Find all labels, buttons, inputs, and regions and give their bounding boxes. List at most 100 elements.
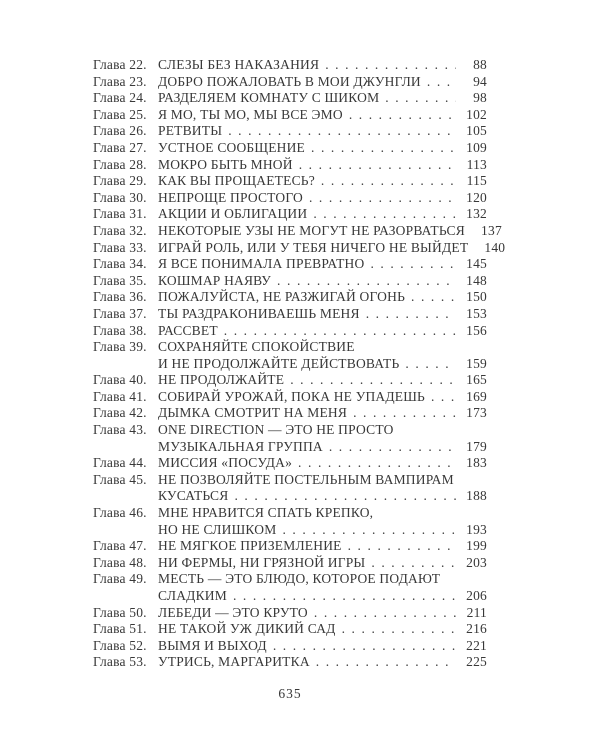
- chapter-page-number: 94: [473, 73, 487, 89]
- toc-entry-line: Глава 46. МНЕ НРАВИТСЯ СПАТЬ КРЕПКО,: [93, 505, 487, 522]
- chapter-title: МЕСТЬ — ЭТО БЛЮДО, КОТОРОЕ ПОДАЮТ: [158, 571, 441, 587]
- chapter-title: Я ВСЕ ПОНИМАЛА ПРЕВРАТНО: [158, 256, 365, 272]
- chapter-page-number: 203: [466, 554, 487, 570]
- chapter-title: УТРИСЬ, МАРГАРИТКА: [158, 654, 310, 670]
- chapter-page-number: 165: [466, 372, 487, 388]
- chapter-label: Глава 32.: [93, 222, 147, 238]
- toc-entry-line: Глава 25. Я МО, ТЫ МО, МЫ ВСЕ ЭМО 102: [93, 107, 487, 124]
- toc-entry-line: Глава 28. МОКРО БЫТЬ МНОЙ 113: [93, 157, 487, 174]
- dot-leader: [282, 522, 456, 539]
- chapter-page-number: 188: [466, 488, 487, 504]
- toc-entry-line: Глава 50. ЛЕБЕДИ — ЭТО КРУТО 211: [93, 605, 487, 622]
- dot-leader: [224, 323, 456, 340]
- toc-entry-line: Глава 38. РАССВЕТ 156: [93, 323, 487, 340]
- chapter-page-number: 140: [484, 239, 506, 255]
- chapter-label: Глава 46.: [93, 505, 147, 521]
- toc-entry-line: Глава 47. НЕ МЯГКОЕ ПРИЗЕМЛЕНИЕ 199: [93, 538, 487, 555]
- dot-leader: [273, 638, 456, 655]
- chapter-page-number: 113: [466, 156, 487, 172]
- chapter-page-number: 148: [466, 272, 487, 288]
- dot-leader: [290, 372, 456, 389]
- chapter-title: КУСАТЬСЯ: [158, 488, 229, 504]
- chapter-label: Глава 50.: [93, 604, 147, 620]
- toc-entry-line: Глава 22. СЛЕЗЫ БЕЗ НАКАЗАНИЯ 88: [93, 57, 487, 74]
- dot-leader: [311, 140, 456, 157]
- chapter-label: Глава 27.: [93, 139, 147, 155]
- chapter-title: НЕ ПРОДОЛЖАЙТЕ: [158, 372, 285, 388]
- toc-entry-line: Глава 34. Я ВСЕ ПОНИМАЛА ПРЕВРАТНО 145: [93, 256, 487, 273]
- chapter-title: РАЗДЕЛЯЕМ КОМНАТУ С ШИКОМ: [158, 90, 380, 106]
- toc-entry-line: Глава 36. ПОЖАЛУЙСТА, НЕ РАЗЖИГАЙ ОГОНЬ 15…: [93, 289, 487, 306]
- dot-leader: [411, 289, 456, 306]
- toc-entry-line: Глава 51. НЕ ТАКОЙ УЖ ДИКИЙ САД 216: [93, 621, 487, 638]
- chapter-page-number: 179: [466, 438, 487, 454]
- toc-entry-line: Глава 27. УСТНОЕ СООБЩЕНИЕ 109: [93, 140, 487, 157]
- chapter-title: СОХРАНЯЙТЕ СПОКОЙСТВИЕ: [158, 339, 355, 355]
- chapter-title: МИССИЯ «ПОСУДА»: [158, 455, 293, 471]
- dot-leader: [349, 107, 456, 124]
- chapter-title: КОШМАР НАЯВУ: [158, 272, 272, 288]
- chapter-label: Глава 42.: [93, 405, 147, 421]
- toc-entry-line: Глава 53. УТРИСЬ, МАРГАРИТКА 225: [93, 654, 487, 671]
- chapter-label: Глава 28.: [93, 156, 147, 172]
- chapter-page-number: 109: [466, 139, 487, 155]
- chapter-page-number: 150: [466, 289, 487, 305]
- dot-leader: [329, 439, 456, 456]
- chapter-page-number: 193: [466, 521, 487, 537]
- toc-entry-line: Глава 42. ДЫМКА СМОТРИТ НА МЕНЯ 173: [93, 405, 487, 422]
- chapter-label: Глава 53.: [93, 654, 147, 670]
- chapter-label: Глава 47.: [93, 538, 147, 554]
- toc-entry-line: Глава 44. МИССИЯ «ПОСУДА» 183: [93, 455, 487, 472]
- chapter-label: Глава 49.: [93, 571, 147, 587]
- chapter-page-number: 102: [466, 106, 487, 122]
- chapter-title: ИГРАЙ РОЛЬ, ИЛИ У ТЕБЯ НИЧЕГО НЕ ВЫЙДЕТ: [158, 239, 469, 255]
- toc-entry-line: Глава 52. ВЫМЯ И ВЫХОД 221: [93, 638, 487, 655]
- chapter-label: Глава 30.: [93, 189, 147, 205]
- chapter-page-number: 137: [481, 222, 502, 238]
- chapter-title: РЕТВИТЫ: [158, 123, 223, 139]
- chapter-label: Глава 24.: [93, 90, 147, 106]
- chapter-title: НИ ФЕРМЫ, НИ ГРЯЗНОЙ ИГРЫ: [158, 554, 366, 570]
- chapter-page-number: 159: [466, 355, 487, 371]
- dot-leader: [348, 538, 456, 555]
- dot-leader: [321, 173, 456, 190]
- chapter-page-number: 132: [466, 206, 487, 222]
- dot-leader: [228, 123, 456, 140]
- chapter-label: Глава 38.: [93, 322, 147, 338]
- chapter-page-number: 225: [466, 654, 487, 670]
- chapter-label: Глава 31.: [93, 206, 147, 222]
- toc-entry-line: Глава 32. НЕКОТОРЫЕ УЗЫ НЕ МОГУТ НЕ РАЗОР…: [93, 222, 502, 240]
- chapter-title: СОБИРАЙ УРОЖАЙ, ПОКА НЕ УПАДЕШЬ: [158, 388, 425, 404]
- chapter-label: Глава 41.: [93, 388, 147, 404]
- toc-entry-line: Глава 30. НЕПРОЩЕ ПРОСТОГО 120: [93, 190, 487, 207]
- dot-leader: [325, 57, 456, 74]
- toc-entry-line: Глава 45. НЕ ПОЗВОЛЯЙТЕ ПОСТЕЛЬНЫМ ВАМПИР…: [93, 472, 487, 489]
- chapter-title: НЕ МЯГКОЕ ПРИЗЕМЛЕНИЕ: [158, 538, 342, 554]
- chapter-title: Я МО, ТЫ МО, МЫ ВСЕ ЭМО: [158, 106, 343, 122]
- toc-entry-line: Глава 37. ТЫ РАЗДРАКОНИВАЕШЬ МЕНЯ 153: [93, 306, 487, 323]
- dot-leader: [370, 256, 456, 273]
- chapter-title: ВЫМЯ И ВЫХОД: [158, 637, 267, 653]
- dot-leader: [431, 389, 456, 406]
- dot-leader: [405, 356, 456, 373]
- chapter-title: СЛАДКИМ: [158, 588, 227, 603]
- dot-leader: [316, 654, 456, 671]
- chapter-title: И НЕ ПРОДОЛЖАЙТЕ ДЕЙСТВОВАТЬ: [158, 355, 400, 371]
- chapter-page-number: 169: [466, 388, 487, 404]
- dot-leader: [299, 157, 456, 174]
- chapter-page-number: 156: [466, 322, 487, 338]
- dot-leader: [233, 588, 456, 605]
- dot-leader: [342, 621, 456, 638]
- toc-entry-line: Глава 43. ONE DIRECTION — ЭТО НЕ ПРОСТО: [93, 422, 487, 439]
- chapter-label: Глава 26.: [93, 123, 147, 139]
- dot-leader: [353, 405, 456, 422]
- dot-leader: [277, 273, 456, 290]
- chapter-label: Глава 34.: [93, 256, 147, 272]
- page-folio: 635: [278, 686, 302, 701]
- toc-entry-line: Глава 40. НЕ ПРОДОЛЖАЙТЕ 165: [93, 372, 487, 389]
- toc-entry-line: Глава 48. НИ ФЕРМЫ, НИ ГРЯЗНОЙ ИГРЫ 203: [93, 555, 487, 572]
- toc-entry-line: Глава 39. СОХРАНЯЙТЕ СПОКОЙСТВИЕ: [93, 339, 487, 356]
- chapter-page-number: 206: [466, 588, 487, 603]
- toc-entry-line: НО НЕ СЛИШКОМ 193: [93, 522, 487, 539]
- toc-entry-line: Глава 33. ИГРАЙ РОЛЬ, ИЛИ У ТЕБЯ НИЧЕГО Н…: [93, 239, 505, 257]
